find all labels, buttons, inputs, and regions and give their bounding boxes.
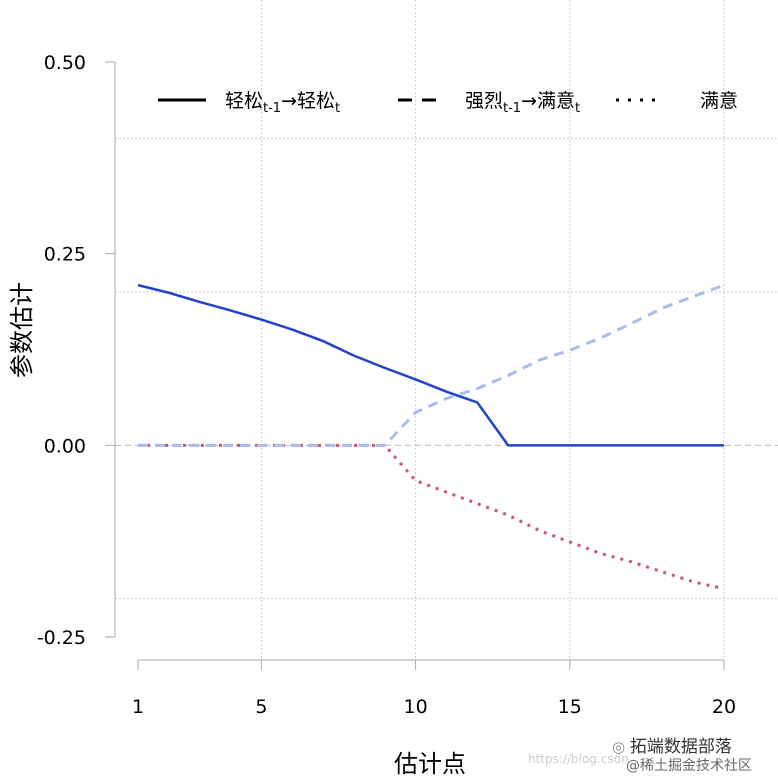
series-line-solid [137,283,724,447]
series-lines [137,283,725,591]
legend-text: → [281,90,297,112]
grid [115,0,778,660]
legend-text: → [521,90,537,112]
legend-text: 强烈 [465,90,503,112]
x-tick-label: 1 [132,696,144,718]
y-tick-label: 0.25 [44,244,86,266]
y-tick-label: 0.50 [44,52,86,74]
legend-text: 轻松 [297,90,335,112]
legend-subscript: t-1 [503,101,521,116]
x-tick-label: 5 [255,696,267,718]
series-line-dashed [138,283,725,447]
wechat-icon: ◎ [612,738,626,756]
legend-text: 轻松 [225,90,263,112]
legend: 轻松t-1→轻松t 强烈t-1→满意t 满意 [158,90,738,116]
y-tick-label: 0.00 [44,435,86,457]
watermark-brand: ◎ 拓端数据部落 [612,732,732,757]
y-axis-label: 参数估计 [8,282,36,378]
x-tick-label: 20 [712,696,736,718]
y-tick-label: -0.25 [37,627,86,649]
axes: -0.250.000.250.501 5 10 15 20 [37,52,736,718]
legend-text: 满意 [537,90,575,112]
x-tick-label: 10 [403,696,427,718]
legend-label: 强烈t-1→满意t [465,90,580,116]
legend-subscript: t [575,101,580,116]
watermark-brand-text: 拓端数据部落 [629,737,732,757]
x-axis-label: 估计点 [394,750,466,777]
x-tick-label: 15 [558,696,582,718]
series-line-dotted [138,443,725,591]
legend-label: 满意 [700,90,738,112]
legend-label: 轻松t-1→轻松t [225,90,340,116]
legend-subscript: t [335,101,340,116]
legend-text: 满意 [700,90,738,112]
watermark-url: https://blog.csdn [528,752,629,766]
legend-subscript: t-1 [263,101,281,116]
watermark-community: @稀土掘金技术社区 [626,758,752,774]
